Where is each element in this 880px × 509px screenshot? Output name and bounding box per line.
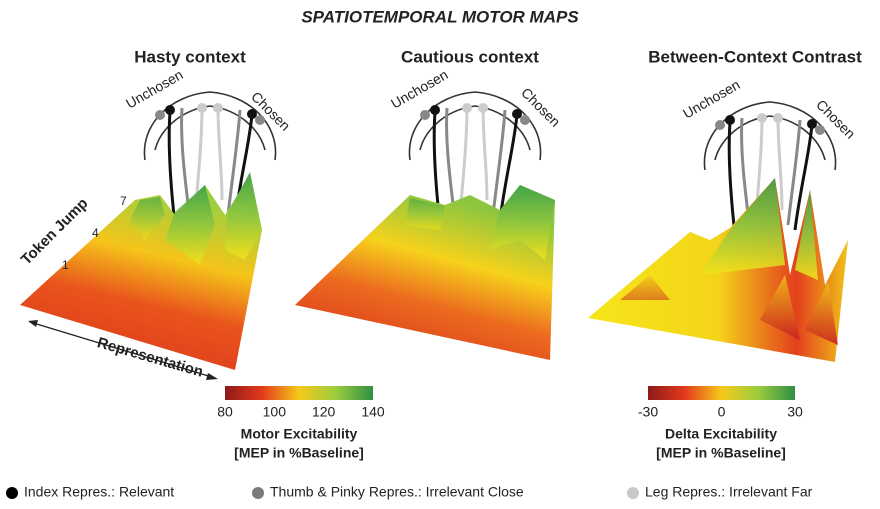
surface [295, 185, 555, 360]
panel-title: Between-Context Contrast [648, 47, 862, 66]
title: SPATIOTEMPORAL MOTOR MAPS [301, 7, 579, 26]
axis-tick: 1 [62, 258, 69, 272]
colorbar-unit: [MEP in %Baseline] [234, 445, 364, 461]
axis-tick: 7 [120, 194, 127, 208]
axis-tick: 4 [92, 226, 99, 240]
legend-label: Thumb & Pinky Repres.: Irrelevant Close [270, 484, 524, 500]
legend-label: Index Repres.: Relevant [24, 484, 174, 500]
axis-arrow [29, 321, 216, 379]
legend-marker [6, 487, 18, 499]
unchosen-label: Unchosen [388, 66, 451, 111]
legend-marker [627, 487, 639, 499]
colorbar-unit: [MEP in %Baseline] [656, 445, 786, 461]
unchosen-label: Unchosen [680, 76, 743, 121]
surface [20, 172, 262, 370]
colorbar-label: Motor Excitability [241, 426, 358, 442]
colorbar-tick: 120 [312, 404, 336, 420]
unchosen-label: Unchosen [123, 66, 186, 111]
panel-title: Cautious context [401, 47, 539, 66]
colorbar-tick: 140 [361, 404, 385, 420]
legend-label: Leg Repres.: Irrelevant Far [645, 484, 813, 500]
surface [588, 178, 848, 362]
colorbar-tick: 80 [217, 404, 233, 420]
colorbar-tick: -30 [638, 404, 658, 420]
panel-title: Hasty context [134, 47, 246, 66]
colorbar-tick: 100 [263, 404, 287, 420]
colorbar-tick: 0 [718, 404, 726, 420]
colorbar [225, 386, 373, 400]
legend-marker [252, 487, 264, 499]
colorbar [648, 386, 795, 400]
colorbar-label: Delta Excitability [665, 426, 777, 442]
colorbar-tick: 30 [787, 404, 803, 420]
